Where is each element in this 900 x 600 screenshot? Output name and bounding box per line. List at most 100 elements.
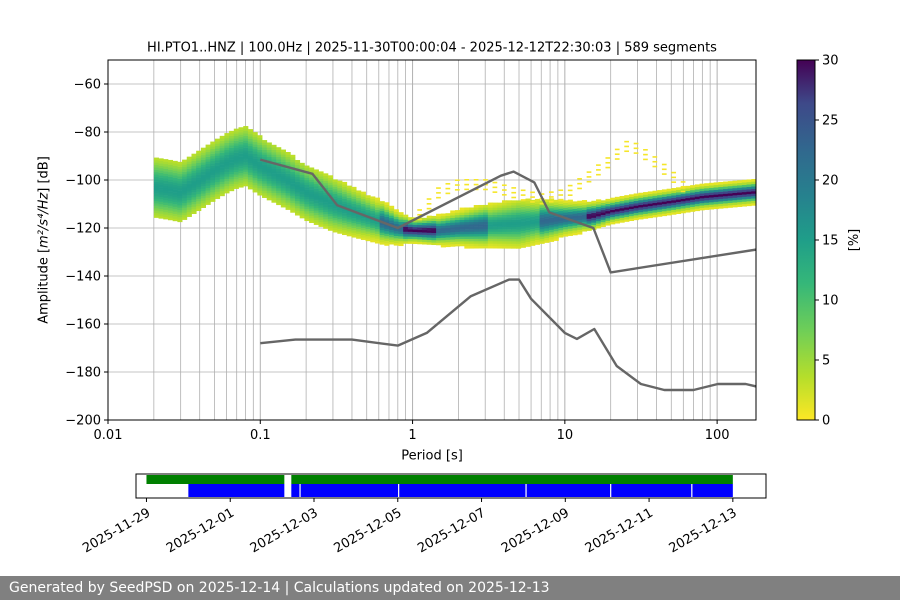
heatmap-cell (233, 183, 239, 187)
heatmap-cell (342, 196, 348, 200)
heatmap-cell (177, 193, 183, 196)
heatmap-cell (365, 226, 371, 230)
heatmap-cell (186, 178, 192, 181)
heatmap-cell (581, 207, 588, 210)
heatmap-cell (351, 222, 357, 226)
heatmap-cell (487, 231, 493, 235)
heatmap-cell (356, 224, 362, 227)
heatmap-cell (238, 156, 244, 159)
heatmap-cell (276, 178, 282, 182)
heatmap-cell (153, 212, 159, 216)
heatmap-cell (233, 169, 239, 173)
heatmap-cell (276, 202, 282, 206)
heatmap-cell (271, 154, 277, 158)
heatmap-cell (619, 203, 625, 206)
heatmap-cell (186, 183, 192, 186)
heatmap-cell (294, 176, 301, 180)
heatmap-cell (473, 183, 479, 186)
heatmap-column (417, 209, 423, 245)
heatmap-cell (450, 236, 456, 240)
heatmap-column (539, 193, 545, 244)
heatmap-column (708, 182, 715, 210)
heatmap-cell (492, 202, 498, 206)
heatmap-cell (252, 141, 258, 145)
heatmap-cell (403, 241, 409, 244)
heatmap-cell (657, 197, 663, 200)
heatmap-cell (487, 202, 493, 206)
heatmap-cell (417, 236, 423, 240)
heatmap-cell (318, 214, 324, 218)
heatmap-column (534, 198, 540, 245)
heatmap-cell (191, 172, 197, 176)
heatmap-cell (445, 220, 451, 224)
heatmap-cell (600, 214, 606, 218)
heatmap-cell (469, 221, 475, 225)
heatmap-cell (661, 196, 668, 200)
heatmap-cell (214, 169, 221, 173)
heatmap-cell (680, 205, 686, 209)
heatmap-cell (506, 202, 512, 206)
heatmap-cell (610, 202, 616, 206)
heatmap-column (741, 179, 747, 207)
heatmap-cell (356, 236, 362, 239)
heatmap-cell (233, 157, 239, 161)
heatmap-cell (643, 201, 649, 205)
heatmap-cell (214, 181, 221, 185)
heatmap-cell (309, 189, 315, 192)
heatmap-cell (294, 162, 301, 166)
heatmap-cell (233, 145, 239, 149)
heatmap-cell (737, 185, 743, 188)
heatmap-cell (332, 217, 338, 221)
heatmap-cell (525, 215, 531, 219)
heatmap-cell (374, 202, 381, 206)
heatmap-cell (158, 196, 164, 200)
heatmap-cell (417, 234, 423, 238)
heatmap-cell (337, 187, 343, 191)
heatmap-cell (624, 204, 630, 208)
heatmap-cell (624, 202, 630, 206)
heatmap-cell (478, 233, 484, 237)
heatmap-cell (723, 205, 729, 209)
heatmap-cell (737, 204, 743, 207)
heatmap-cell (506, 224, 512, 228)
heatmap-cell (737, 180, 743, 183)
heatmap-cell (539, 236, 545, 240)
heatmap-cell (610, 197, 616, 201)
heatmap-cell (657, 211, 663, 215)
heatmap-cell (539, 214, 545, 218)
heatmap-cell (469, 212, 475, 215)
heatmap-cell (511, 200, 517, 204)
heatmap-cell (243, 133, 249, 136)
heatmap-cell (680, 203, 686, 207)
heatmap-cell (431, 225, 437, 229)
heatmap-cell (294, 179, 301, 182)
heatmap-cell (553, 219, 559, 222)
heatmap-cell (219, 135, 225, 139)
heatmap-cell (454, 234, 461, 237)
heatmap-cell (172, 218, 178, 222)
heatmap-cell (365, 224, 371, 227)
heatmap-cell (318, 171, 324, 175)
heatmap-cell (313, 212, 319, 216)
heatmap-cell (200, 198, 206, 201)
heatmap-cell (544, 218, 550, 222)
heatmap-cell (229, 174, 235, 177)
heatmap-cell (511, 236, 517, 240)
heatmap-cell (342, 222, 348, 226)
heatmap-cell (177, 214, 183, 218)
heatmap-cell (233, 135, 239, 139)
heatmap-cell (741, 191, 747, 195)
heatmap-cell (652, 160, 658, 163)
heatmap-cell (454, 224, 461, 228)
heatmap-cell (511, 241, 517, 244)
heatmap-cell (214, 153, 221, 156)
heatmap-cell (337, 202, 343, 205)
heatmap-cell (407, 217, 413, 220)
heatmap-cell (158, 177, 164, 181)
heatmap-cell (280, 185, 286, 189)
heatmap-cell (539, 231, 545, 235)
heatmap-cell (647, 205, 653, 209)
heatmap-cell (243, 171, 249, 175)
heatmap-cell (200, 162, 206, 165)
heatmap-cell (572, 201, 578, 205)
